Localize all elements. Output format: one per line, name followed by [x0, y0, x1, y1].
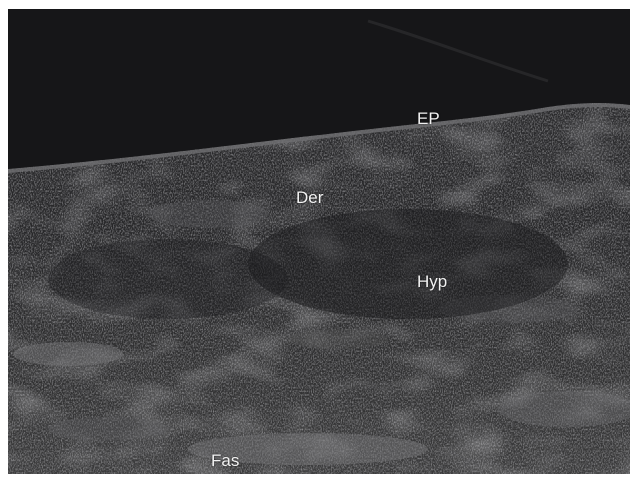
- ultrasound-image: EP Der Hyp Fas: [8, 9, 630, 474]
- probe-streak: [367, 19, 549, 83]
- tissue-region: [8, 103, 630, 474]
- label-epidermis: EP: [417, 109, 440, 128]
- label-dermis: Der: [296, 188, 324, 207]
- label-fascia: Fas: [211, 451, 240, 470]
- label-hypodermis: Hyp: [417, 272, 448, 291]
- epidermis-line: [8, 103, 630, 173]
- ultrasound-scan: [8, 9, 630, 474]
